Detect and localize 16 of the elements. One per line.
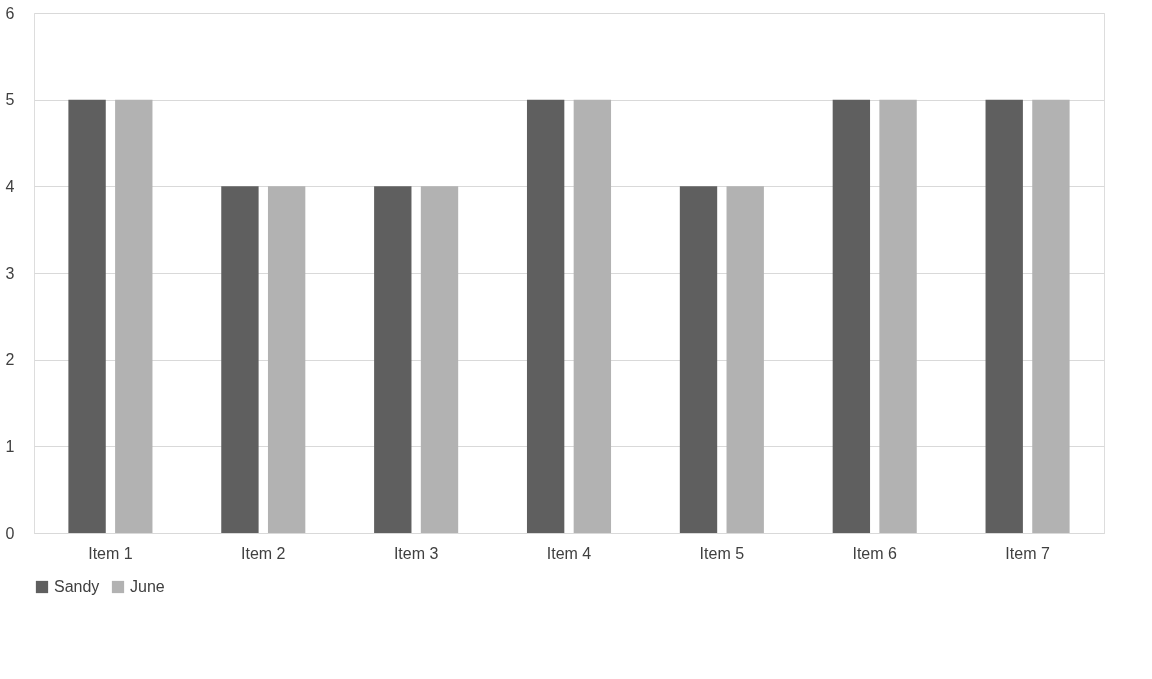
x-tick-label: Item 5 — [699, 544, 745, 562]
y-tick-label: 3 — [5, 264, 15, 282]
x-tick-label: Item 3 — [393, 544, 439, 562]
legend-label: Sandy — [54, 578, 100, 595]
x-tick-label: Item 2 — [241, 544, 286, 562]
x-tick-label: Item 6 — [852, 544, 898, 562]
x-tick-label: Item 1 — [88, 544, 133, 562]
y-tick-label: 6 — [5, 4, 15, 22]
legend-label: June — [130, 578, 165, 595]
y-tick-label: 5 — [5, 91, 15, 109]
y-tick-label: 4 — [5, 177, 15, 195]
y-tick-label: 0 — [5, 524, 15, 542]
x-tick-label: Item 4 — [546, 544, 592, 562]
x-tick-label: Item 7 — [1005, 544, 1050, 562]
y-tick-label: 2 — [5, 351, 15, 369]
y-tick-label: 1 — [5, 437, 15, 455]
